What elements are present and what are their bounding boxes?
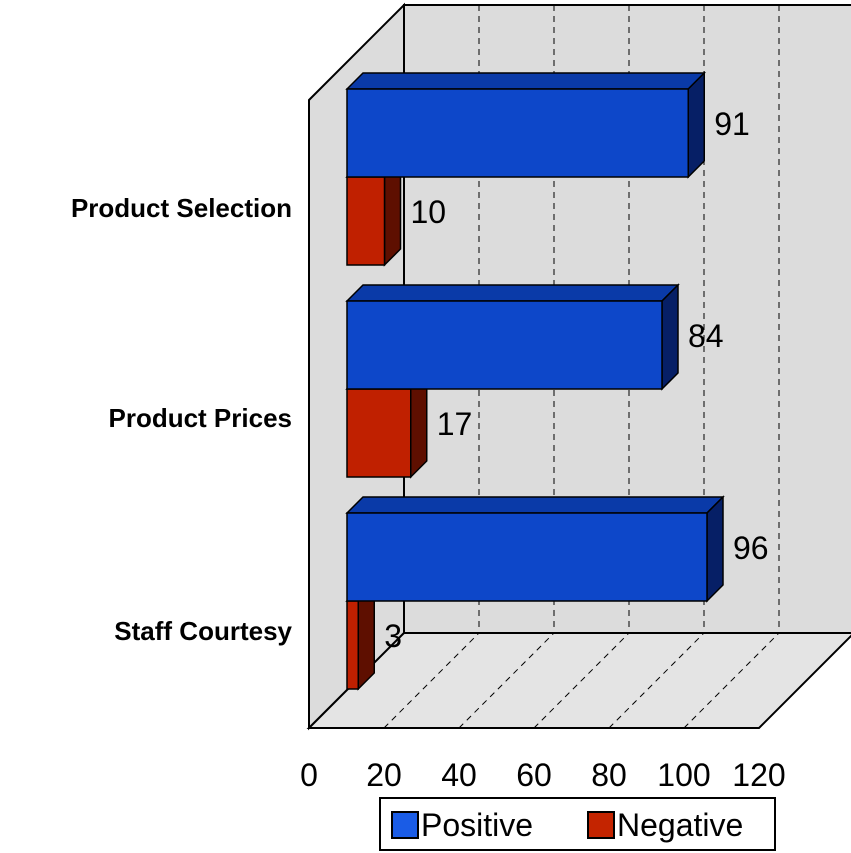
data-label-negative-product-selection: 10	[411, 194, 447, 230]
category-label-product-selection: Product Selection	[71, 193, 292, 223]
gridline-floor-80	[608, 632, 705, 729]
category-labels: Product Selection Product Prices Staff C…	[71, 193, 293, 646]
x-tick-60: 60	[516, 757, 552, 793]
gridline-floor-20	[383, 632, 480, 729]
data-label-positive-product-prices: 84	[688, 318, 724, 354]
legend-swatch-negative	[587, 811, 615, 839]
data-label-positive-product-selection: 91	[714, 106, 750, 142]
legend-swatch-positive	[391, 811, 419, 839]
bar-positive-staff-courtesy	[345, 495, 725, 603]
data-label-negative-product-prices: 17	[437, 406, 473, 442]
bar-positive-staff-courtesy-side	[706, 495, 724, 603]
x-tick-20: 20	[366, 757, 402, 793]
legend-label-positive: Positive	[421, 807, 533, 843]
legend-label-negative: Negative	[617, 807, 743, 843]
x-tick-0: 0	[300, 757, 318, 793]
data-label-negative-staff-courtesy: 3	[384, 618, 402, 654]
gridline-floor-40	[458, 632, 555, 729]
data-labels: 3 96 17 84 10 91	[384, 106, 768, 654]
bars	[345, 71, 725, 691]
bar-positive-product-selection-top	[345, 72, 707, 90]
bar-negative-product-selection-front	[346, 176, 386, 266]
bar-positive-staff-courtesy-front	[346, 512, 708, 602]
gridline-floor-100	[683, 632, 780, 729]
data-label-positive-staff-courtesy: 96	[733, 530, 769, 566]
category-label-product-prices: Product Prices	[108, 403, 292, 433]
bar-positive-product-prices-front	[346, 300, 663, 390]
bar-positive-product-selection-side	[687, 71, 705, 179]
bar-positive-product-prices-side	[661, 283, 679, 391]
bar-positive-product-selection	[345, 71, 707, 179]
x-axis-ticks: 0 20 40 60 80 100 120	[300, 757, 786, 793]
bar-positive-product-prices	[345, 283, 680, 391]
bar-positive-product-prices-top	[345, 284, 680, 302]
category-label-staff-courtesy: Staff Courtesy	[114, 616, 292, 646]
bar-negative-staff-courtesy-front	[346, 600, 359, 690]
bar-positive-product-selection-front	[346, 88, 689, 178]
bar-positive-staff-courtesy-top	[345, 496, 725, 514]
bar-negative-product-prices-front	[346, 388, 412, 478]
x-tick-120: 120	[732, 757, 785, 793]
x-tick-40: 40	[441, 757, 477, 793]
gridline-floor-60	[533, 632, 630, 729]
x-tick-80: 80	[591, 757, 627, 793]
legend: Positive Negative	[379, 797, 776, 851]
legend-box	[379, 797, 776, 851]
x-tick-100: 100	[657, 757, 710, 793]
